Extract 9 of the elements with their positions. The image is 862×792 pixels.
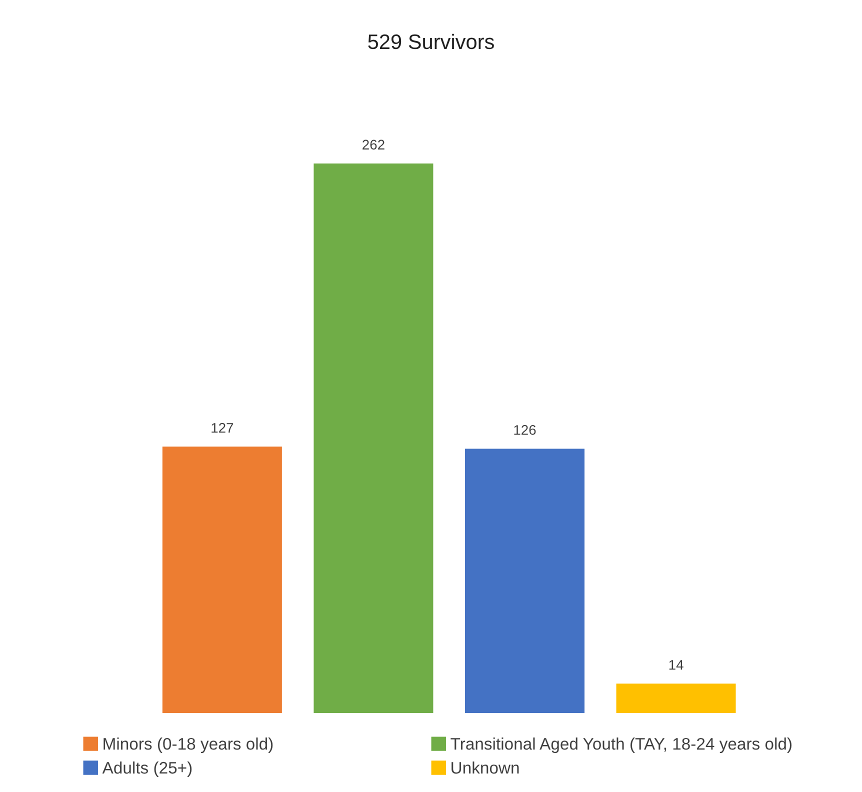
data-label: 262 [362, 140, 384, 150]
chart-title: 529 Survivors [368, 34, 494, 50]
data-label: 126 [514, 425, 536, 435]
legend-label: Unknown [452, 761, 519, 774]
data-label: 14 [669, 660, 684, 670]
legend-label: Transitional Aged Youth (TAY, 18-24 years old) [450, 738, 792, 754]
data-label: 127 [212, 422, 234, 433]
legend-label: Adults (25+) [102, 761, 192, 777]
legend-label: Minors (0-18 years old) [104, 738, 273, 754]
